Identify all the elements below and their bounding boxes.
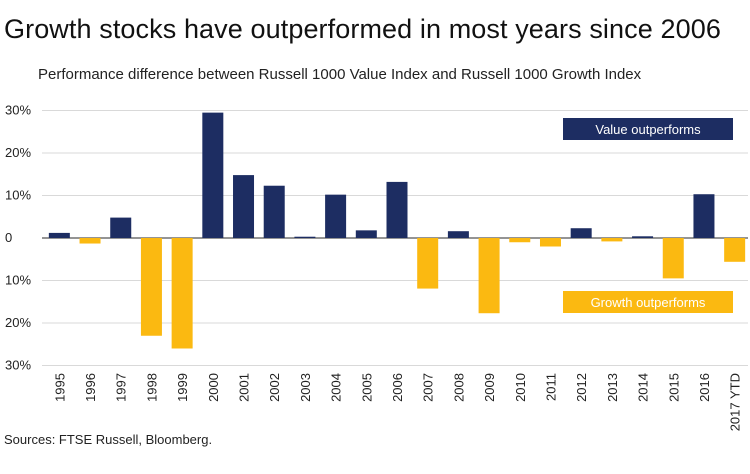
x-tick-label: 1999 [175, 373, 190, 402]
x-tick-label: 2010 [513, 373, 528, 402]
x-tick-label: 2003 [298, 373, 313, 402]
x-tick-label: 1996 [83, 373, 98, 402]
bar-2011 [539, 238, 561, 247]
y-tick-label: 20% [5, 315, 31, 330]
x-tick-label: 2001 [237, 373, 252, 402]
bar-2001 [233, 175, 255, 238]
bar-2009 [478, 238, 500, 314]
bar-2002 [263, 185, 285, 238]
x-tick-label: 2002 [267, 373, 282, 402]
bar-1999 [171, 238, 193, 349]
bar-1995 [48, 232, 70, 238]
bar-2013 [601, 238, 623, 242]
x-tick-label: 2016 [697, 373, 712, 402]
y-tick-label: 30% [5, 358, 31, 373]
x-tick-label: 2000 [206, 373, 221, 402]
bars [48, 112, 746, 349]
x-tick-label: 2014 [636, 373, 651, 402]
y-tick-label: 10% [5, 273, 31, 288]
bar-2015 [662, 238, 684, 279]
x-tick-label: 2017 YTD [728, 373, 743, 431]
x-tick-label: 2013 [605, 373, 620, 402]
y-tick-label: 30% [5, 103, 31, 118]
y-tick-label: 0 [5, 230, 12, 245]
source-note: Sources: FTSE Russell, Bloomberg. [4, 432, 213, 447]
x-tick-label: 2007 [421, 373, 436, 402]
x-tick-label: 1998 [144, 373, 159, 402]
x-tick-label: 2008 [451, 373, 466, 402]
x-axis-ticks: 1995 1996 1997 1998 1999 2000 2001 2002 2003 2004… [52, 373, 742, 431]
x-tick-label: 2005 [359, 373, 374, 402]
bar-2003 [294, 236, 316, 238]
bar-2005 [355, 230, 377, 238]
x-tick-label: 2006 [390, 373, 405, 402]
x-tick-label: 2009 [482, 373, 497, 402]
legend-value-label: Value outperforms [595, 122, 701, 137]
legend-growth-swatch [563, 291, 733, 313]
y-tick-label: 10% [5, 188, 31, 203]
x-tick-label: 2015 [666, 373, 681, 402]
x-tick-label: 2012 [574, 373, 589, 402]
bar-2012 [570, 228, 592, 238]
bar-2014 [632, 236, 654, 238]
x-tick-label: 2011 [543, 373, 558, 401]
bar-1997 [110, 217, 132, 238]
y-tick-label: 20% [5, 145, 31, 160]
x-tick-label: 1995 [52, 373, 67, 402]
legend-growth-label: Growth outperforms [591, 295, 706, 310]
bar-2007 [417, 238, 439, 289]
x-tick-label: 2004 [329, 373, 344, 402]
bar-2017-ytd [724, 238, 746, 262]
bar-2010 [509, 238, 531, 243]
chart-subtitle: Performance difference between Russell 1… [38, 66, 642, 83]
bar-2016 [693, 194, 715, 238]
bar-2008 [447, 231, 469, 238]
y-axis-ticks: 30% 20% 10% 0 10% 20% 30% [5, 103, 31, 373]
x-tick-label: 1997 [114, 373, 129, 402]
bar-1996 [79, 238, 101, 244]
bar-2006 [386, 181, 408, 238]
chart-title: Growth stocks have outperformed in most … [4, 14, 721, 44]
legend: Value outperforms Growth outperforms [563, 118, 733, 313]
bar-1998 [140, 238, 162, 336]
bar-2000 [202, 112, 224, 238]
bar-2004 [325, 194, 347, 238]
legend-value-swatch [563, 118, 733, 140]
